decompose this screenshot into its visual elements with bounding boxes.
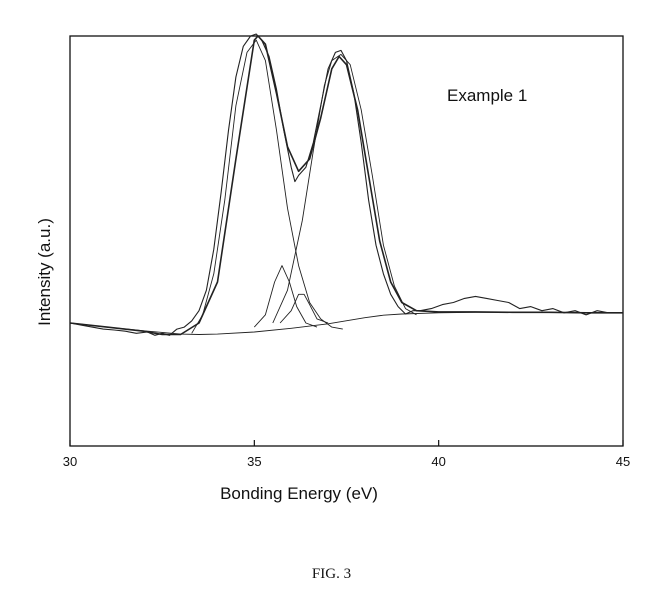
y-axis-label: Intensity (a.u.)	[35, 218, 54, 326]
series-line-background-baseline	[69, 311, 623, 335]
series-line-peak-component-2	[272, 53, 417, 324]
example-annotation: Example 1	[447, 86, 527, 105]
ticks-layer: 30 35 40 45	[63, 440, 630, 469]
x-tick-label: 35	[247, 454, 261, 469]
series-line-peak-component-4	[279, 293, 329, 324]
x-tick-label: 45	[616, 454, 630, 469]
series-line-fitted-envelope	[69, 35, 623, 336]
plot-frame	[69, 35, 624, 447]
figure-caption: FIG. 3	[311, 566, 352, 582]
x-tick-label: 30	[63, 454, 77, 469]
x-tick-label: 40	[431, 454, 445, 469]
series-line-measured-spectrum	[69, 33, 623, 336]
x-axis-label: Bonding Energy (eV)	[220, 484, 378, 503]
series-layer	[69, 33, 623, 336]
series-line-peak-component-3	[253, 265, 318, 328]
series-line-peak-component-1	[191, 39, 343, 334]
